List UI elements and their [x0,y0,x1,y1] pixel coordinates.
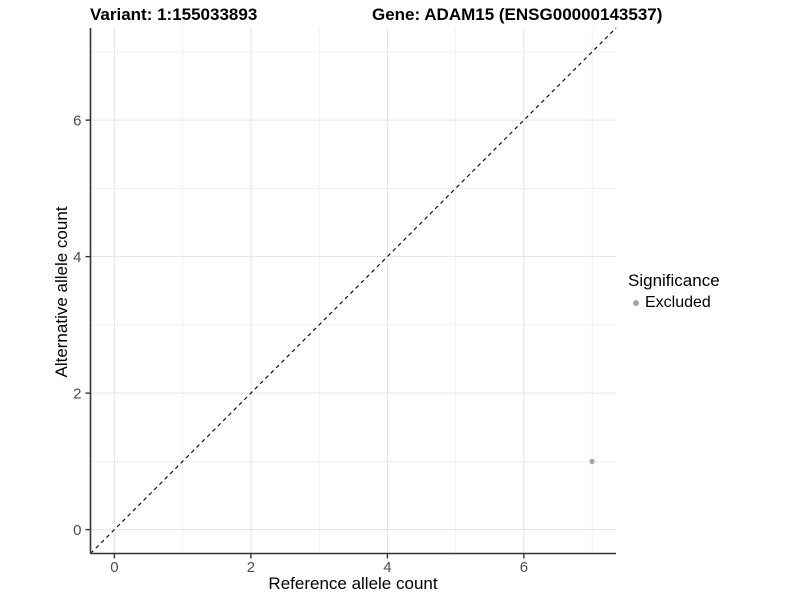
y-tick-label: 2 [73,386,81,403]
x-tick-label: 6 [520,559,528,576]
legend-item-label: Excluded [645,294,711,311]
identity-line [90,27,617,554]
x-tick-label: 2 [247,559,255,576]
legend-point-icon [633,300,639,306]
legend: Significance Excluded [628,271,720,312]
x-tick-label: 0 [110,559,118,576]
data-point [589,458,595,464]
legend-item-excluded: Excluded [633,294,720,312]
x-axis-title: Reference allele count [268,574,438,593]
x-tick-label: 4 [383,559,391,576]
y-tick-label: 0 [73,522,81,539]
y-tick-label: 4 [73,249,81,266]
plot-title-gene: Gene: ADAM15 (ENSG00000143537) [372,5,663,24]
legend-title: Significance [628,271,720,290]
y-tick-label: 6 [73,113,81,130]
plot-title-variant: Variant: 1:155033893 [90,5,258,24]
